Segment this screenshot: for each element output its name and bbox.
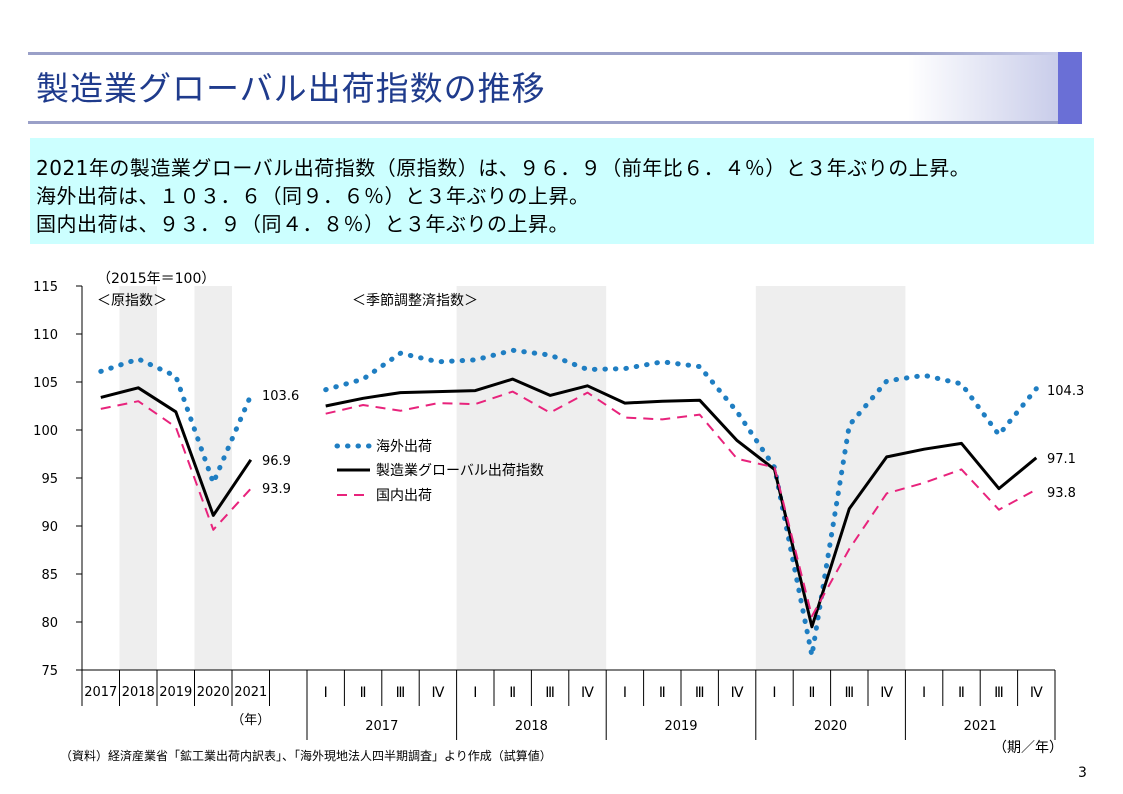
x-quarter-label: Ⅳ <box>731 685 744 701</box>
x-quarter-label: Ⅱ <box>659 685 666 701</box>
y-tick-label: 90 <box>41 520 58 535</box>
title-gradient <box>908 52 1058 124</box>
y-tick-label: 100 <box>33 424 58 439</box>
x-quarter-label: Ⅲ <box>844 685 854 701</box>
annual-line-domestic <box>100 400 252 531</box>
quarterly-line-domestic <box>325 390 1037 618</box>
x-quarter-label: Ⅰ <box>772 685 776 701</box>
title-accent-block <box>1058 52 1082 124</box>
x-quarterly-unit: （期／年） <box>993 740 1063 756</box>
title-rule-top <box>28 52 1058 55</box>
x-quarter-label: Ⅳ <box>581 685 594 701</box>
y-tick-label: 110 <box>33 328 58 343</box>
title-bar: 製造業グローバル出荷指数の推移 <box>28 52 1082 124</box>
quarterly-end-label-global: 97.1 <box>1047 452 1076 467</box>
quarterly-line-global <box>325 377 1038 629</box>
summary-box: 2021年の製造業グローバル出荷指数（原指数）は、９６．９（前年比６．４％）と３… <box>30 138 1094 244</box>
x-quarter-label: Ⅳ <box>880 685 893 701</box>
summary-line-2: 海外出荷は、１０３．６（同９．６％）と３年ぶりの上昇。 <box>36 184 590 208</box>
x-quarter-label: Ⅳ <box>431 685 444 701</box>
x-quarter-label: Ⅱ <box>808 685 815 701</box>
y-tick-label: 105 <box>33 376 58 391</box>
x-annual-label: 2017 <box>84 685 117 700</box>
x-year-label: 2018 <box>515 719 548 734</box>
summary-line-3: 国内出荷は、９３．９（同４．８％）と３年ぶりの上昇。 <box>36 212 569 236</box>
x-annual-label: 2018 <box>122 685 155 700</box>
unit-label: （2015年＝100） <box>97 271 215 287</box>
x-quarter-label: Ⅰ <box>473 685 477 701</box>
x-quarter-label: Ⅲ <box>994 685 1004 701</box>
legend-label-overseas: 海外出荷 <box>376 439 432 455</box>
annual-end-label-global: 96.9 <box>262 454 291 469</box>
legend-label-global: 製造業グローバル出荷指数 <box>376 463 544 479</box>
quarterly-line-overseas <box>323 347 1039 659</box>
annual-end-label-overseas: 103.6 <box>262 389 299 404</box>
y-tick-label: 75 <box>41 664 58 679</box>
x-year-label: 2020 <box>814 719 847 734</box>
x-annual-label: 2021 <box>234 685 267 700</box>
quarterly-end-label-overseas: 104.3 <box>1047 384 1084 399</box>
x-quarter-label: Ⅱ <box>958 685 965 701</box>
shade-quarterly-2018 <box>456 286 607 670</box>
x-annual-unit: （年） <box>231 713 270 728</box>
annual-line-global <box>100 386 253 517</box>
x-year-label: 2021 <box>964 719 997 734</box>
x-quarter-label: Ⅲ <box>695 685 705 701</box>
legend-label-domestic: 国内出荷 <box>376 488 432 504</box>
left-panel-label: ＜原指数＞ <box>97 293 167 309</box>
y-tick-label: 85 <box>41 568 58 583</box>
page-number: 3 <box>1078 765 1087 781</box>
right-panel-label: ＜季節調整済指数＞ <box>352 292 478 309</box>
title-rule-bottom <box>28 121 1058 124</box>
x-year-label: 2017 <box>365 719 398 734</box>
x-quarter-label: Ⅳ <box>1030 685 1043 701</box>
x-quarter-label: Ⅰ <box>324 685 328 701</box>
y-tick-label: 80 <box>41 616 58 631</box>
shade-annual-2018 <box>119 286 157 670</box>
x-quarter-label: Ⅰ <box>922 685 926 701</box>
x-quarter-label: Ⅱ <box>360 685 367 701</box>
x-year-label: 2019 <box>664 719 697 734</box>
shade-quarterly-2020 <box>755 286 906 670</box>
y-tick-label: 115 <box>33 280 58 295</box>
source-footnote: （資料）経済産業省「鉱工業出荷内訳表」、「海外現地法人四半期調査」より作成（試算… <box>60 749 552 763</box>
page-title: 製造業グローバル出荷指数の推移 <box>36 69 546 108</box>
annual-end-label-domestic: 93.9 <box>262 482 291 497</box>
x-quarter-label: Ⅲ <box>396 685 406 701</box>
x-annual-label: 2019 <box>159 685 192 700</box>
summary-line-1: 2021年の製造業グローバル出荷指数（原指数）は、９６．９（前年比６．４％）と３… <box>36 156 971 180</box>
x-quarter-label: Ⅰ <box>623 685 627 701</box>
y-tick-label: 95 <box>41 472 58 487</box>
quarterly-end-label-domestic: 93.8 <box>1047 486 1076 501</box>
x-annual-label: 2020 <box>197 685 230 700</box>
x-quarter-label: Ⅱ <box>509 685 516 701</box>
x-quarter-label: Ⅲ <box>545 685 555 701</box>
